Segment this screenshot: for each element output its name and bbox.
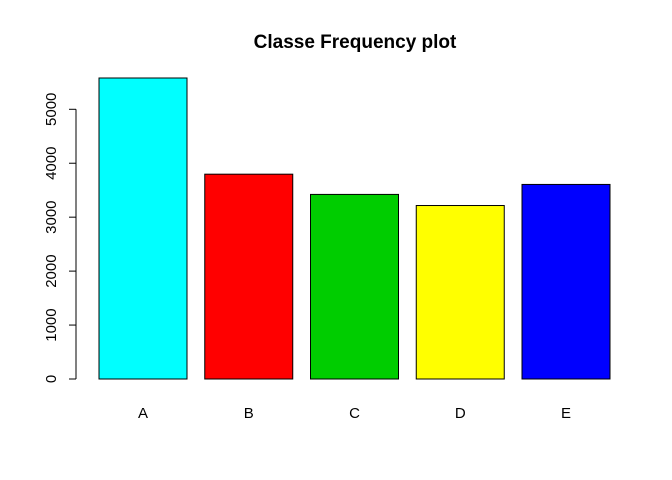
bars-group [98, 77, 611, 380]
y-tick-label-1000: 1000 [43, 308, 60, 341]
x-tick-label-b: B [244, 405, 254, 422]
y-axis: 0 1000 2000 3000 4000 5000 [43, 93, 77, 383]
y-tick-label-5000: 5000 [43, 93, 60, 126]
bar-b [204, 173, 294, 380]
y-tick-label-2000: 2000 [43, 254, 60, 287]
bar-e [521, 183, 611, 380]
x-tick-label-d: D [455, 405, 466, 422]
x-tick-label-a: A [138, 405, 148, 422]
x-tick-label-e: E [561, 405, 571, 422]
y-tick-label-0: 0 [43, 375, 60, 383]
bar-d [415, 205, 505, 380]
bar-a [98, 77, 188, 380]
y-tick-label-4000: 4000 [43, 147, 60, 180]
bar-c [310, 193, 399, 380]
x-tick-label-c: C [349, 405, 360, 422]
y-tick-label-3000: 3000 [43, 200, 60, 233]
chart-title: Classe Frequency plot [254, 32, 457, 53]
x-axis-labels: A B C D E [138, 405, 571, 422]
